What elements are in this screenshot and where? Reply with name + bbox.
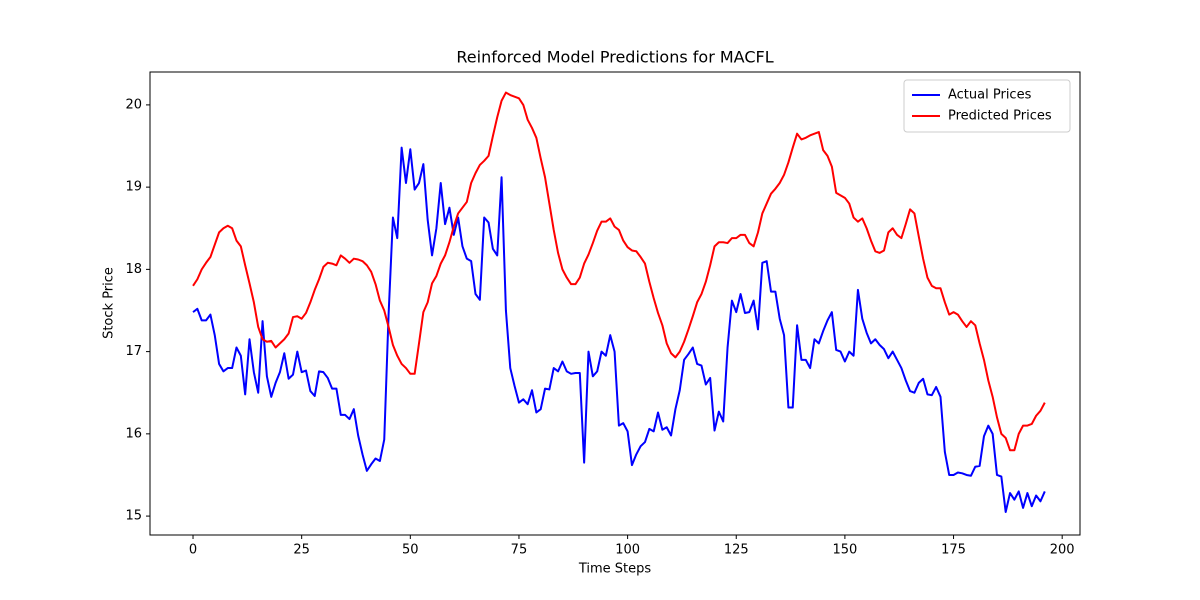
x-tick-label: 125 xyxy=(724,543,749,558)
plot-frame xyxy=(149,71,1081,536)
series-line xyxy=(192,91,1046,452)
series-line xyxy=(192,146,1046,513)
legend-box xyxy=(903,79,1071,133)
y-tick-label: 17 xyxy=(125,344,142,359)
y-tick-label: 15 xyxy=(125,509,142,524)
chart-title: Reinforced Model Predictions for MACFL xyxy=(456,48,773,67)
legend-label: Predicted Prices xyxy=(948,109,1052,124)
x-tick-label: 100 xyxy=(615,543,640,558)
y-tick-label: 19 xyxy=(125,180,142,195)
x-tick-label: 200 xyxy=(1050,543,1075,558)
x-tick-label: 0 xyxy=(189,543,197,558)
x-tick-label: 75 xyxy=(511,543,528,558)
x-axis-label: Time Steps xyxy=(578,562,652,577)
y-tick-label: 16 xyxy=(125,426,142,441)
y-tick-label: 18 xyxy=(125,262,142,277)
y-axis-label: Stock Price xyxy=(102,267,117,339)
x-tick-label: 50 xyxy=(402,543,419,558)
x-tick-label: 25 xyxy=(293,543,310,558)
x-tick-label: 150 xyxy=(832,543,857,558)
x-tick-label: 175 xyxy=(941,543,966,558)
y-tick-label: 20 xyxy=(125,97,142,112)
legend-label: Actual Prices xyxy=(948,88,1032,103)
